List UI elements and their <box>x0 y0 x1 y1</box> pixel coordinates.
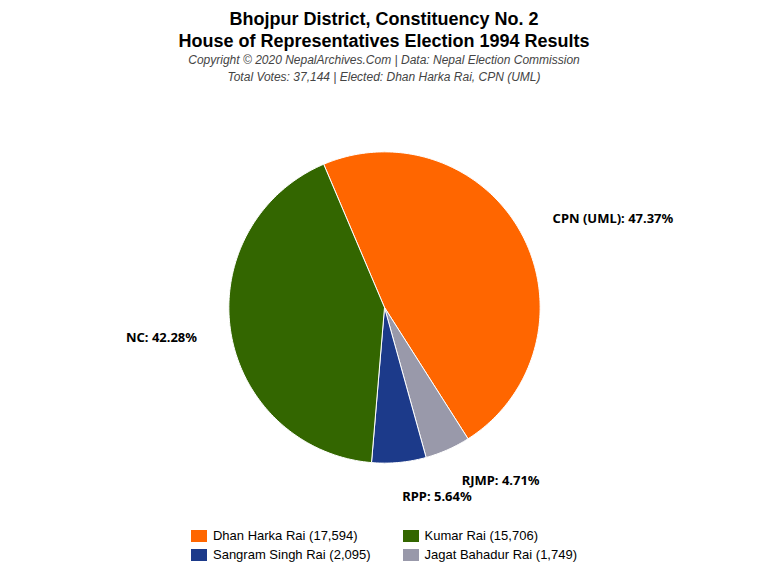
svg-text:RJMP: 4.71%: RJMP: 4.71% <box>462 471 540 489</box>
svg-text:CPN (UML): 47.37%: CPN (UML): 47.37% <box>553 209 674 227</box>
html-text:Jagat Bahadur Rai (1,749): Jagat Bahadur Rai (1,749) <box>424 547 577 562</box>
html-text:Total Votes: 37,144 | Elected:: Total Votes: 37,144 | Elected: Dhan Hark… <box>227 70 541 84</box>
html-text:Sangram Singh Rai (2,095): Sangram Singh Rai (2,095) <box>213 547 371 562</box>
html-text:Dhan Harka Rai (17,594): Dhan Harka Rai (17,594) <box>213 528 358 543</box>
svg-text:NC: 42.28%: NC: 42.28% <box>126 328 197 346</box>
svg-text:RPP: 5.64%: RPP: 5.64% <box>402 487 472 505</box>
html-text:Kumar Rai (15,706): Kumar Rai (15,706) <box>424 528 538 543</box>
html-text:House of Representatives Elect: House of Representatives Election 1994 R… <box>178 31 590 51</box>
html-text:Copyright © 2020 NepalArchives: Copyright © 2020 NepalArchives.Com | Dat… <box>188 53 580 67</box>
html-text:Bhojpur District, Constituency: Bhojpur District, Constituency No. 2 <box>229 9 539 29</box>
